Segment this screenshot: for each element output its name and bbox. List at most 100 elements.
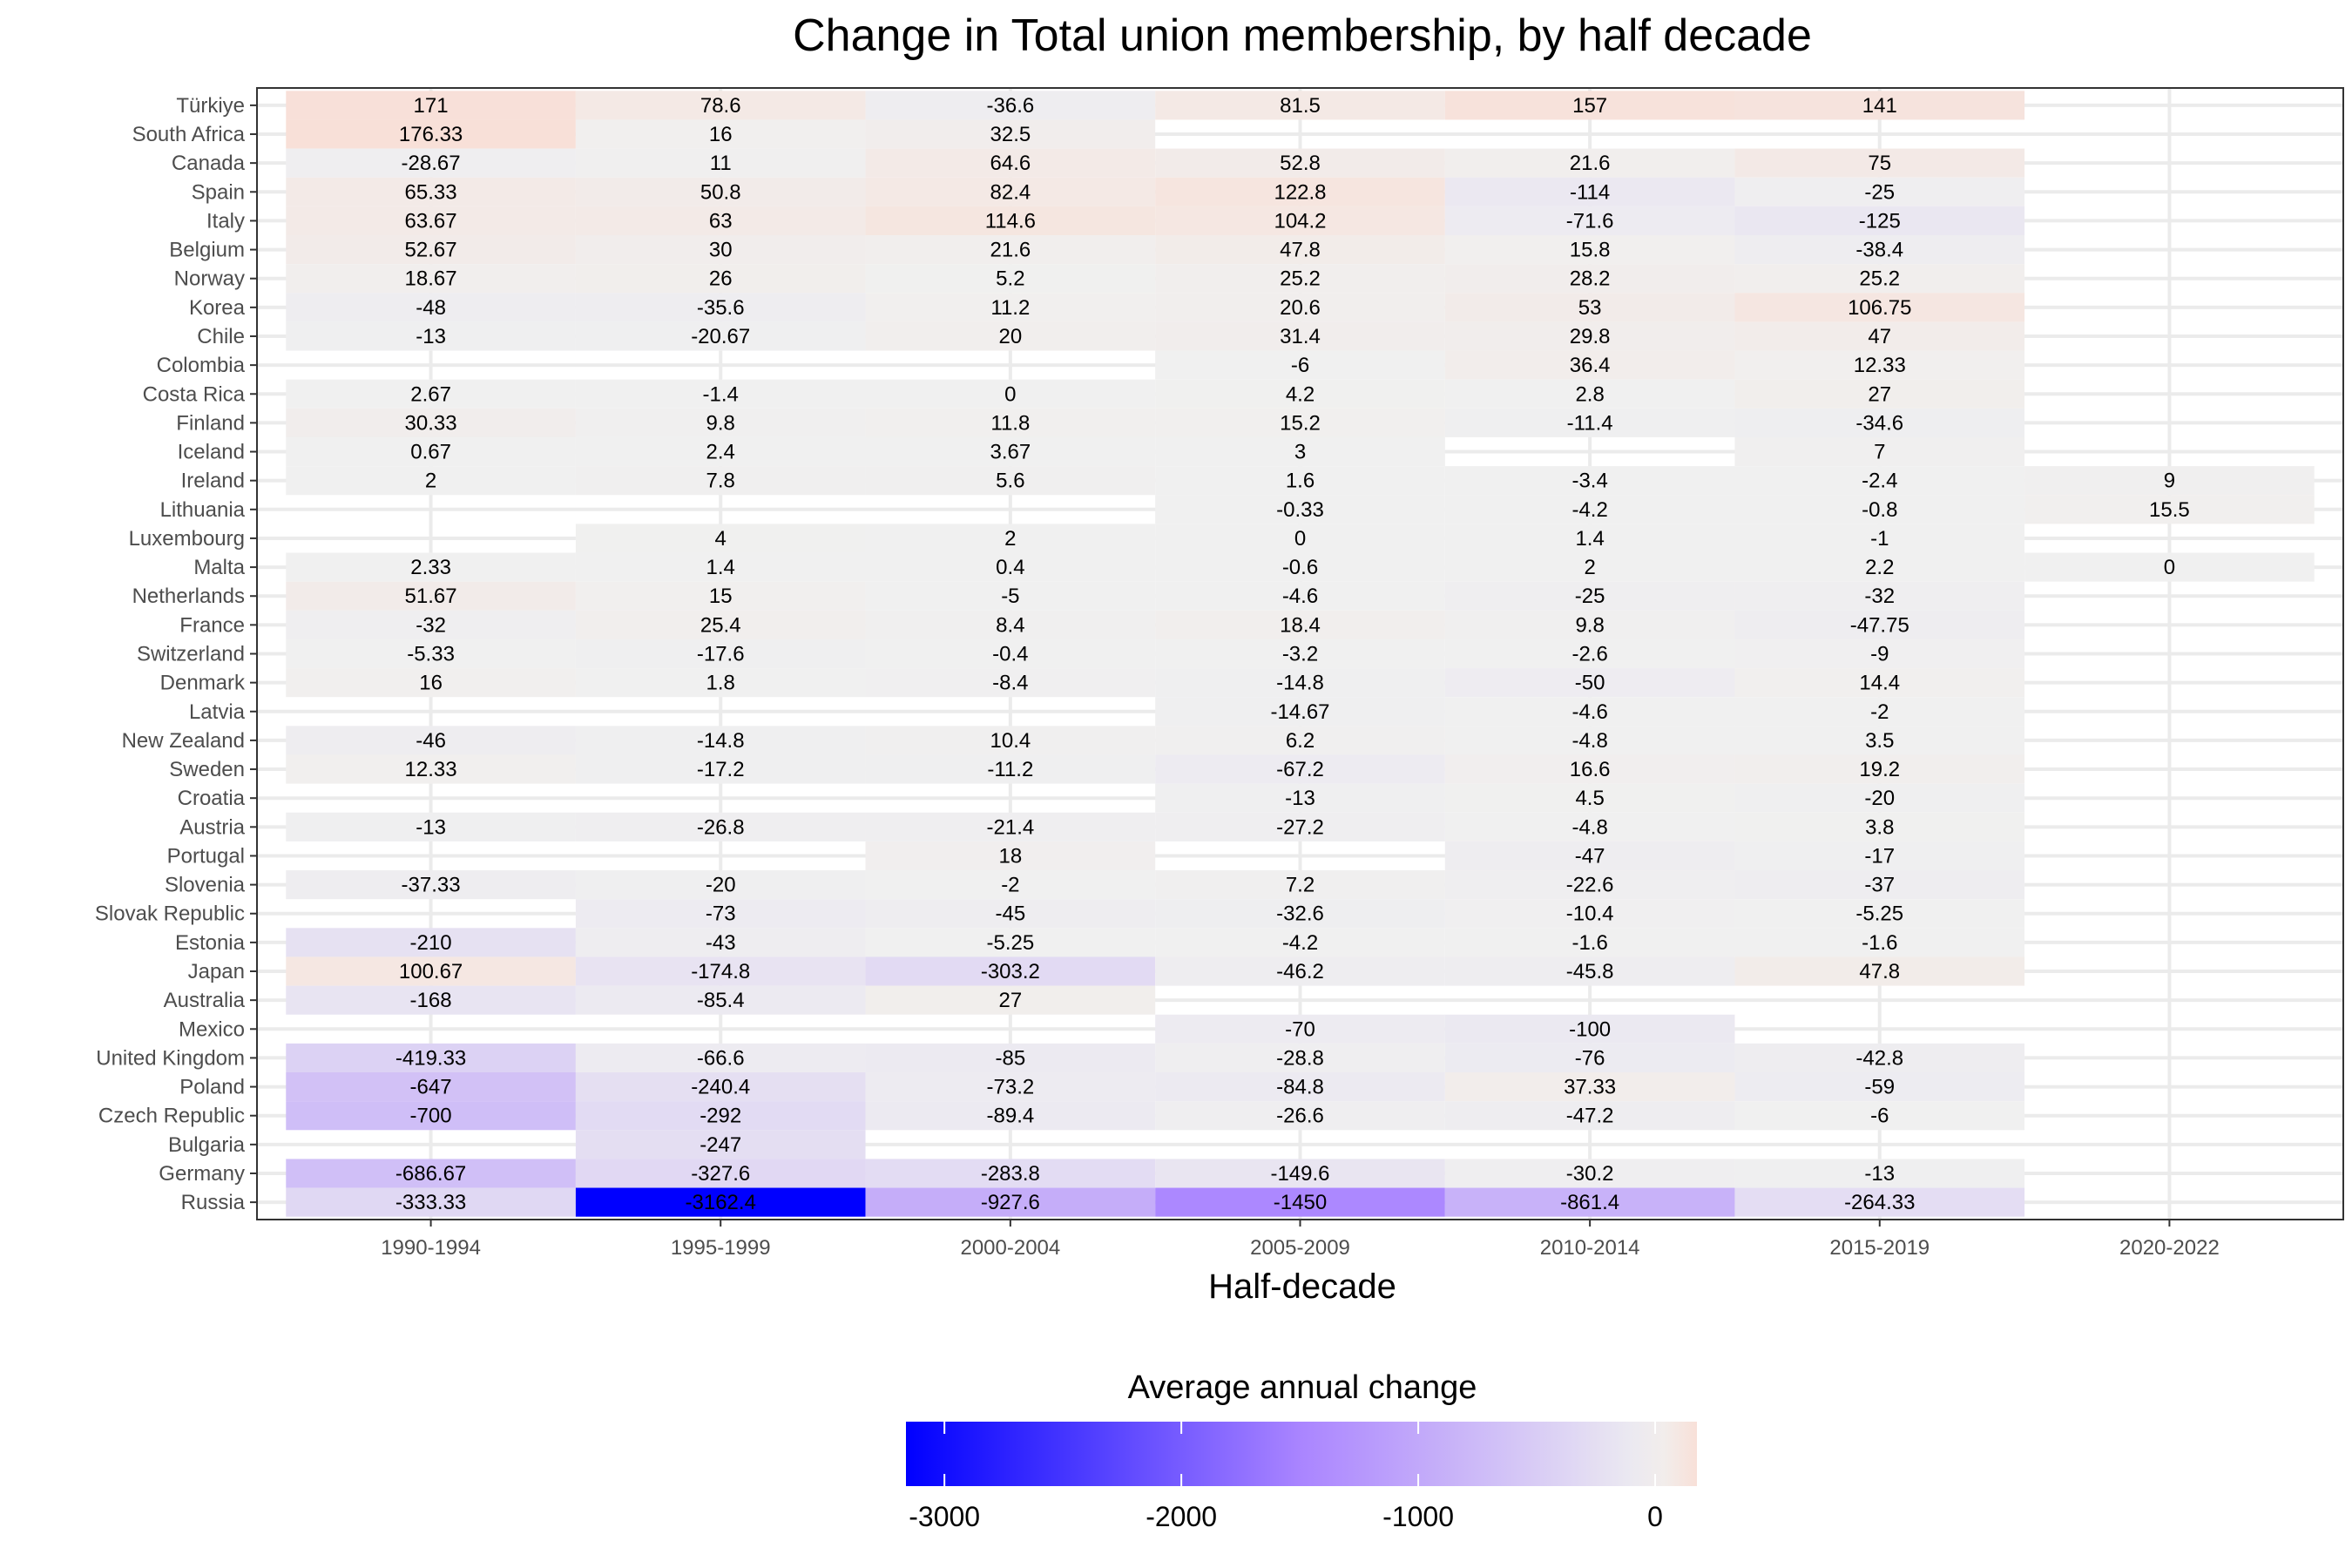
heatmap-cell <box>1155 581 1445 611</box>
heatmap-cell <box>1444 408 1735 437</box>
heatmap-cell <box>286 754 576 784</box>
heatmap-cell <box>865 610 1156 639</box>
cell-value-label: 5.6 <box>996 470 1024 493</box>
heatmap-cell <box>1155 552 1445 582</box>
cell-value-label: -4.2 <box>1571 498 1607 522</box>
cell-value-label: 25.4 <box>700 613 741 637</box>
cell-value-label: -686.67 <box>395 1162 466 1186</box>
heatmap-cell <box>1734 379 2025 409</box>
heatmap-cell <box>1155 639 1445 669</box>
cell-value-label: -100 <box>1569 1017 1611 1041</box>
cell-value-label: 52.67 <box>405 239 457 262</box>
y-tick-label: South Africa <box>132 123 246 146</box>
cell-value-label: 7.8 <box>706 470 735 493</box>
cell-value-label: 81.5 <box>1280 94 1321 118</box>
legend-tick-label: -3000 <box>909 1501 980 1532</box>
heatmap-cell <box>575 321 866 351</box>
y-tick-label: Chile <box>197 325 245 348</box>
y-tick-label: France <box>179 613 245 637</box>
y-axis: Türkiye South Africa Canada Spain Italy Belgi… <box>95 94 257 1214</box>
heatmap-cell <box>286 436 576 467</box>
y-tick-label: Bulgaria <box>168 1133 246 1157</box>
heatmap-cell <box>575 985 866 1015</box>
y-tick-label: Poland <box>179 1076 245 1099</box>
heatmap-cell <box>1155 91 1445 120</box>
cell-value-label: 20.6 <box>1280 296 1321 320</box>
cell-value-label: -20.67 <box>691 325 750 348</box>
cell-value-label: -333.33 <box>395 1191 466 1214</box>
heatmap-cell <box>575 1071 866 1102</box>
cell-value-label: -1.4 <box>703 382 739 406</box>
heatmap-cell <box>2024 466 2315 496</box>
heatmap-cells <box>286 91 2315 1217</box>
cell-value-label: 1.4 <box>706 556 735 579</box>
cell-value-label: 7.2 <box>1286 874 1315 897</box>
cell-value-label: 30 <box>709 239 733 262</box>
heatmap-cell <box>865 581 1156 611</box>
legend-ticks: -3000 -2000 -1000 0 <box>909 1422 1663 1532</box>
cell-value-label: 32.5 <box>990 123 1031 146</box>
heatmap-cell <box>286 264 576 294</box>
cell-value-label: -46 <box>416 729 446 753</box>
heatmap-cell <box>865 293 1156 322</box>
heatmap-cell <box>1155 408 1445 437</box>
heatmap-cell <box>575 956 866 986</box>
cell-value-label: 30.33 <box>405 411 457 435</box>
heatmap-cell <box>286 956 576 986</box>
heatmap-cell <box>1734 148 2025 178</box>
heatmap-cell <box>865 321 1156 351</box>
heatmap-cell <box>1734 639 2025 669</box>
heatmap-cell <box>286 379 576 409</box>
cell-value-label: -5.25 <box>987 931 1035 955</box>
heatmap-cell <box>286 148 576 178</box>
y-tick-label: Malta <box>193 556 245 579</box>
y-tick-label: Slovak Republic <box>95 902 245 926</box>
cell-value-label: -71.6 <box>1566 209 1614 233</box>
heatmap-cell <box>1734 524 2025 553</box>
cell-value-label: -700 <box>410 1105 452 1128</box>
cell-value-label: -4.2 <box>1282 931 1318 955</box>
y-tick-label: United Kingdom <box>96 1046 245 1070</box>
cell-value-label: 2 <box>1004 527 1016 551</box>
heatmap-cell <box>286 812 576 841</box>
heatmap-cell <box>575 1130 866 1159</box>
heatmap-cell <box>1155 812 1445 841</box>
heatmap-cell <box>286 639 576 669</box>
cell-value-label: 36.4 <box>1570 354 1611 377</box>
heatmap-cell <box>865 148 1156 178</box>
heatmap-cell <box>865 1071 1156 1102</box>
cell-value-label: 15.5 <box>2149 498 2190 522</box>
y-tick-label: Netherlands <box>132 585 245 608</box>
cell-value-label: 2.67 <box>410 382 451 406</box>
heatmap-cell <box>1444 1159 1735 1188</box>
cell-value-label: -647 <box>410 1076 452 1099</box>
heatmap-cell <box>1444 726 1735 755</box>
heatmap-cell <box>575 91 866 120</box>
cell-value-label: 3.5 <box>1865 729 1894 753</box>
y-tick-label: Türkiye <box>176 94 245 118</box>
heatmap-cell <box>1155 1043 1445 1072</box>
cell-value-label: -34.6 <box>1855 411 1903 435</box>
heatmap-cell <box>1155 350 1445 380</box>
heatmap-cell <box>575 928 866 957</box>
heatmap-cell <box>286 321 576 351</box>
cell-value-label: 6.2 <box>1286 729 1315 753</box>
cell-value-label: 1.4 <box>1575 527 1604 551</box>
cell-value-label: 12.33 <box>405 758 457 781</box>
y-tick-label: Czech Republic <box>98 1105 245 1128</box>
cell-value-label: 18 <box>999 844 1023 868</box>
heatmap-cell <box>865 91 1156 120</box>
heatmap-cell <box>1444 610 1735 639</box>
cell-value-label: -28.8 <box>1276 1046 1324 1070</box>
cell-value-label: -419.33 <box>395 1046 466 1070</box>
cell-value-label: -174.8 <box>691 960 750 983</box>
heatmap-cell <box>1155 206 1445 236</box>
cell-value-label: 63.67 <box>405 209 457 233</box>
cell-value-label: -13 <box>416 325 446 348</box>
cell-value-label: 9 <box>2164 470 2175 493</box>
cell-value-label: 47 <box>1868 325 1891 348</box>
cell-value-label: 176.33 <box>399 123 463 146</box>
heatmap-cell <box>1734 870 2025 900</box>
cell-value-label: -168 <box>410 989 452 1012</box>
heatmap-cell <box>286 177 576 206</box>
